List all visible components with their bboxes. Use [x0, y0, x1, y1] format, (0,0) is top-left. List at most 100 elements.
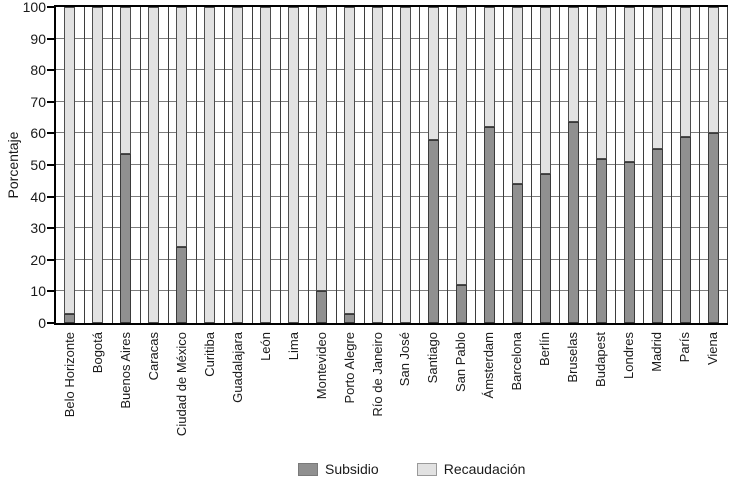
recaudacion-segment	[539, 7, 551, 175]
y-tick-label-10: 10	[30, 283, 46, 300]
subsidio-segment	[455, 285, 467, 323]
x-category-label-bogota: Bogotá	[89, 332, 105, 374]
x-category-label-amsterdam: Ámsterdam	[481, 332, 497, 399]
bar-paris	[679, 7, 691, 323]
vertical-gridline	[139, 7, 141, 323]
subsidio-swatch	[298, 463, 318, 476]
x-category-label-porto-alegre: Porto Alegre	[341, 332, 357, 404]
recaudacion-segment	[176, 7, 188, 248]
vertical-gridline	[195, 7, 197, 323]
bar-barcelona	[511, 7, 523, 323]
vertical-gridline	[475, 7, 477, 323]
legend: Subsidio Recaudación	[298, 462, 525, 477]
recaudacion-segment	[427, 7, 439, 140]
subsidio-segment	[64, 313, 76, 323]
recaudacion-segment	[567, 7, 579, 123]
y-tick-label-40: 40	[30, 188, 46, 205]
y-tick-mark-100	[47, 6, 55, 8]
vertical-gridline	[83, 7, 85, 323]
x-category-label-belo-horizonte: Belo Horizonte	[61, 332, 77, 418]
bar-budapest	[595, 7, 607, 323]
bar-curitiba	[204, 7, 216, 323]
bar-guadalajara	[232, 7, 244, 323]
recaudacion-segment	[148, 7, 160, 323]
vertical-gridline	[419, 7, 421, 323]
subsidio-segment	[120, 153, 132, 323]
recaudacion-segment	[316, 7, 328, 292]
y-tick-label-30: 30	[30, 220, 46, 237]
recaudacion-segment	[204, 7, 216, 323]
subsidio-segment	[176, 247, 188, 323]
y-tick-mark-80	[47, 69, 55, 72]
y-tick-mark-50	[47, 164, 55, 166]
vertical-gridline	[167, 7, 169, 323]
bar-bogota	[92, 7, 104, 323]
vertical-gridline	[671, 7, 673, 323]
subsidio-segment	[679, 136, 691, 323]
bar-belo-horizonte	[64, 7, 76, 323]
plot-area	[56, 7, 727, 323]
recaudacion-segment	[651, 7, 663, 150]
subsidio-segment	[539, 174, 551, 323]
bar-viena	[707, 7, 719, 323]
subsidio-segment	[623, 161, 635, 323]
legend-label-recaudacion: Recaudación	[443, 461, 526, 477]
recaudacion-segment	[372, 7, 384, 323]
bar-londres	[623, 7, 635, 323]
recaudacion-segment	[92, 7, 104, 323]
plot-top-border	[54, 5, 728, 7]
y-tick-mark-10	[47, 290, 55, 293]
bar-berlin	[539, 7, 551, 323]
x-category-label-berlin: Berlín	[537, 332, 553, 366]
vertical-gridline	[615, 7, 617, 323]
y-tick-mark-0	[47, 322, 55, 324]
plot-right-border	[727, 6, 728, 324]
bar-buenos-aires	[120, 7, 132, 323]
vertical-gridline	[559, 7, 561, 323]
bar-bruselas	[567, 7, 579, 323]
recaudacion-swatch	[416, 463, 437, 476]
x-category-label-caracas: Caracas	[145, 332, 161, 381]
vertical-gridline	[251, 7, 253, 323]
bar-san-pablo	[455, 7, 467, 323]
x-category-label-leon: León	[257, 332, 273, 361]
recaudacion-segment	[232, 7, 244, 323]
x-category-label-budapest: Budapest	[593, 332, 609, 387]
bar-amsterdam	[483, 7, 495, 323]
recaudacion-segment	[623, 7, 635, 162]
vertical-gridline	[223, 7, 225, 323]
recaudacion-segment	[455, 7, 467, 286]
x-axis-labels: Belo Horizonte Bogotá Buenos Aires Caracas C…	[56, 331, 727, 445]
x-axis-line	[54, 323, 728, 325]
x-category-label-santiago: Santiago	[425, 332, 441, 384]
recaudacion-segment	[288, 7, 300, 323]
x-category-label-viena: Viena	[705, 332, 721, 366]
subsidio-segment	[427, 139, 439, 323]
y-tick-mark-90	[47, 37, 55, 40]
legend-label-subsidio: Subsidio	[325, 461, 379, 477]
vertical-gridline	[503, 7, 505, 323]
x-category-label-montevideo: Montevideo	[313, 332, 329, 400]
vertical-gridline	[307, 7, 309, 323]
vertical-gridline	[363, 7, 365, 323]
vertical-gridline	[335, 7, 337, 323]
bar-santiago	[427, 7, 439, 323]
bar-madrid	[651, 7, 663, 323]
y-tick-label-90: 90	[30, 30, 46, 47]
recaudacion-segment	[595, 7, 607, 159]
y-tick-label-50: 50	[30, 157, 46, 173]
subsidio-segment	[567, 122, 579, 323]
subsidio-segment	[511, 183, 523, 323]
y-axis-line	[54, 5, 56, 325]
recaudacion-segment	[260, 7, 272, 323]
vertical-gridline	[447, 7, 449, 323]
x-category-label-san-jose: San José	[397, 332, 413, 387]
x-category-label-curitiba: Curitiba	[201, 332, 217, 377]
x-category-label-bruselas: Bruselas	[565, 332, 581, 383]
y-axis: 0 10 20 30 40 50 60 70 80 90 100	[0, 0, 46, 331]
recaudacion-segment	[120, 7, 132, 154]
vertical-gridline	[111, 7, 113, 323]
x-category-label-buenos-aires: Buenos Aires	[117, 332, 133, 409]
recaudacion-segment	[707, 7, 719, 134]
